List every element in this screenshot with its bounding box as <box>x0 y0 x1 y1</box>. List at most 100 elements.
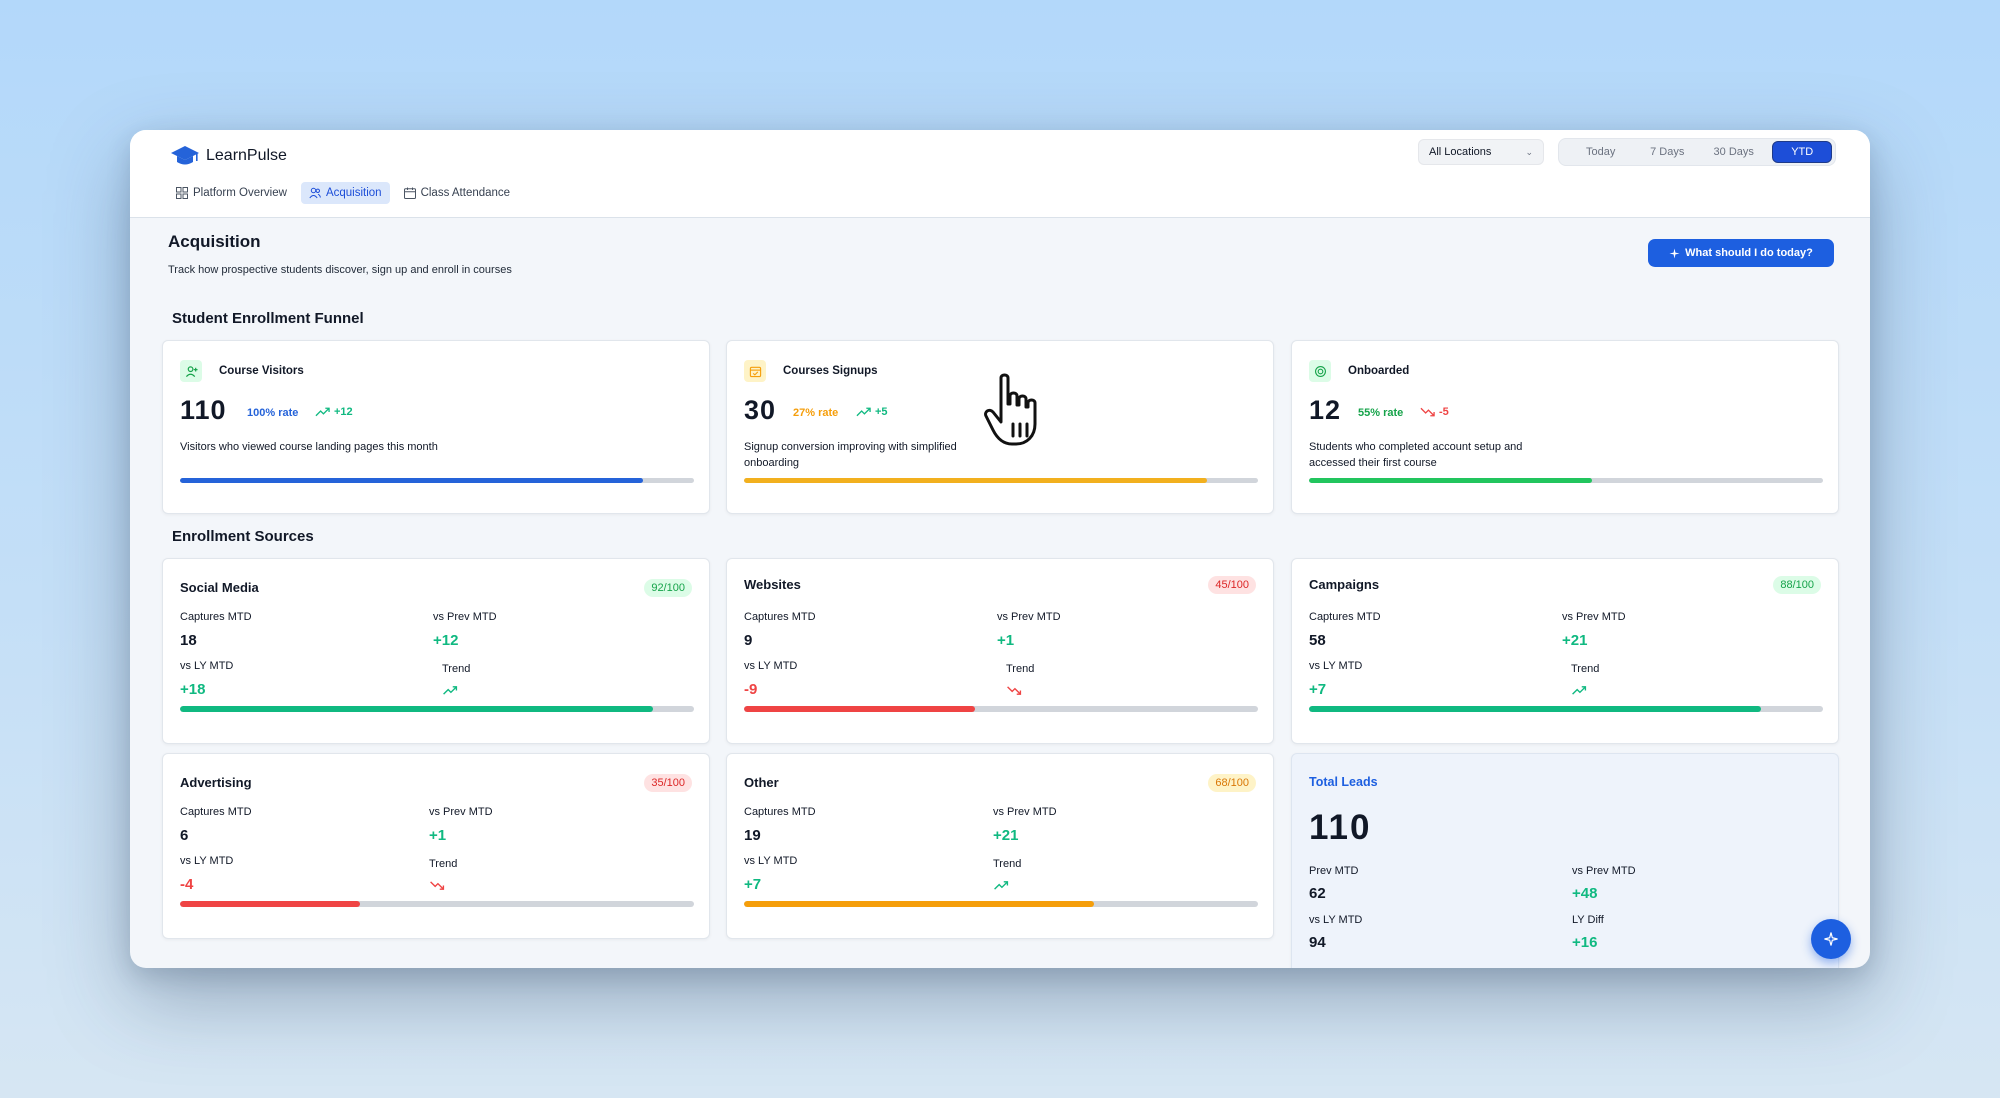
captures-value: 19 <box>744 827 761 844</box>
page-subtitle: Track how prospective students discover,… <box>168 264 512 276</box>
tab-acquisition[interactable]: Acquisition <box>300 182 390 204</box>
users-icon <box>309 187 321 199</box>
range-30-days[interactable]: 30 Days <box>1713 146 1754 158</box>
vs-ly-mtd-label: vs LY MTD <box>744 855 798 867</box>
location-value: All Locations <box>1429 146 1492 158</box>
vs-prev-mtd-value: +1 <box>997 632 1015 649</box>
trend-down-icon <box>1420 407 1435 417</box>
source-card-campaigns[interactable]: Campaigns 88/100 Captures MTD 58 vs Prev MTD… <box>1291 558 1839 744</box>
trend-label: Trend <box>429 858 458 870</box>
conversion-rate: 55% rate <box>1358 407 1404 419</box>
app-window: LearnPulse Platform Overview Acquisition… <box>130 130 1870 968</box>
ly-diff-value: +16 <box>1572 934 1598 951</box>
delta: -5 <box>1420 406 1449 418</box>
source-name: Advertising <box>180 775 252 790</box>
captures-label: Captures MTD <box>1309 611 1381 623</box>
captures-value: 18 <box>180 632 197 649</box>
trend-up-icon <box>1572 686 1587 695</box>
icon-box <box>1309 360 1331 382</box>
ask-assistant-label: What should I do today? <box>1685 247 1813 259</box>
vs-ly-mtd-value: +18 <box>180 681 206 698</box>
calendar-check-icon <box>749 366 761 377</box>
funnel-card-onboarded[interactable]: Onboarded 12 55% rate -5 Students who co… <box>1291 340 1839 514</box>
app-logo[interactable]: LearnPulse <box>170 140 287 172</box>
vs-ly-mtd-label: vs LY MTD <box>1309 914 1363 926</box>
trend-up-icon <box>856 407 871 417</box>
chevron-down-icon: ⌄ <box>1525 146 1533 157</box>
range-ytd[interactable]: YTD <box>1772 141 1832 163</box>
progress-fill <box>180 706 653 712</box>
source-card-websites[interactable]: Websites 45/100 Captures MTD 9 vs Prev MTD +1… <box>726 558 1274 744</box>
source-name: Social Media <box>180 580 259 595</box>
vs-prev-mtd-value: +21 <box>1562 632 1588 649</box>
progress-bar <box>180 706 694 712</box>
progress-bar <box>1309 478 1823 483</box>
vs-ly-mtd-label: vs LY MTD <box>1309 660 1363 672</box>
vs-prev-mtd-value: +1 <box>429 827 447 844</box>
vs-ly-mtd-label: vs LY MTD <box>744 660 798 672</box>
prev-mtd-value: 62 <box>1309 885 1326 902</box>
vs-ly-mtd-label: vs LY MTD <box>180 855 234 867</box>
trend-down-icon <box>430 881 445 890</box>
card-title: Onboarded <box>1348 365 1410 377</box>
range-today[interactable]: Today <box>1586 146 1616 158</box>
delta: +5 <box>856 406 888 418</box>
date-range-selector: Today 7 Days 30 Days YTD <box>1558 138 1836 166</box>
total-leads-value: 110 <box>1309 808 1372 847</box>
vs-prev-mtd-label: vs Prev MTD <box>1562 611 1626 623</box>
source-name: Websites <box>744 577 801 592</box>
trend-up-icon <box>994 881 1009 890</box>
card-title: Courses Signups <box>783 365 878 377</box>
captures-value: 6 <box>180 827 189 844</box>
progress-fill <box>744 901 1094 907</box>
score-badge: 35/100 <box>644 774 692 792</box>
progress-fill <box>180 478 643 483</box>
tab-label: Platform Overview <box>193 187 287 199</box>
trend-up-icon <box>315 407 330 417</box>
progress-bar <box>1309 706 1823 712</box>
tab-platform-overview[interactable]: Platform Overview <box>168 182 295 204</box>
prev-mtd-label: Prev MTD <box>1309 865 1359 877</box>
conversion-rate: 100% rate <box>247 407 299 419</box>
tab-class-attendance[interactable]: Class Attendance <box>396 182 519 204</box>
delta-value: -5 <box>1439 406 1449 418</box>
trend-label: Trend <box>1571 663 1600 675</box>
target-icon <box>1314 365 1326 377</box>
score-badge: 45/100 <box>1208 576 1256 594</box>
funnel-section-title: Student Enrollment Funnel <box>172 310 364 327</box>
trend-label: Trend <box>993 858 1022 870</box>
card-description: Signup conversion improving with simplif… <box>744 441 957 469</box>
captures-label: Captures MTD <box>744 806 816 818</box>
sources-section-title: Enrollment Sources <box>172 528 314 545</box>
progress-fill <box>180 901 360 907</box>
vs-ly-mtd-value: +7 <box>1309 681 1327 698</box>
ask-assistant-button[interactable]: What should I do today? <box>1648 239 1834 267</box>
assistant-fab-button[interactable] <box>1811 919 1851 959</box>
location-select[interactable]: All Locations ⌄ <box>1418 139 1544 165</box>
vs-ly-mtd-label: vs LY MTD <box>180 660 234 672</box>
main-content: Acquisition Track how prospective studen… <box>130 219 1870 968</box>
captures-label: Captures MTD <box>180 611 252 623</box>
card-description: Students who completed account setup and… <box>1309 441 1523 469</box>
vs-prev-mtd-label: vs Prev MTD <box>1572 865 1636 877</box>
captures-label: Captures MTD <box>744 611 816 623</box>
progress-bar <box>744 901 1258 907</box>
source-card-advertising[interactable]: Advertising 35/100 Captures MTD 6 vs Prev MT… <box>162 753 710 939</box>
sparkle-icon <box>1669 247 1680 259</box>
delta: +12 <box>315 406 353 418</box>
progress-fill <box>744 478 1207 483</box>
nav-tabs: Platform Overview Acquisition Class Atte… <box>168 182 524 204</box>
range-7-days[interactable]: 7 Days <box>1650 146 1685 158</box>
captures-value: 9 <box>744 632 753 649</box>
progress-fill <box>744 706 976 712</box>
total-leads-card: Total Leads 110 Prev MTD 62 vs Prev MTD … <box>1291 753 1839 968</box>
source-card-social-media[interactable]: Social Media 92/100 Captures MTD 18 vs Prev … <box>162 558 710 744</box>
funnel-card-course-visitors[interactable]: Course Visitors 110 100% rate +12 Visito… <box>162 340 710 514</box>
vs-prev-mtd-label: vs Prev MTD <box>997 611 1061 623</box>
vs-ly-mtd-value: -9 <box>744 681 758 698</box>
source-card-other[interactable]: Other 68/100 Captures MTD 19 vs Prev MTD +21 v… <box>726 753 1274 939</box>
vs-prev-mtd-label: vs Prev MTD <box>429 806 493 818</box>
card-description: Visitors who viewed course landing pages… <box>180 441 438 453</box>
source-name: Campaigns <box>1309 577 1380 592</box>
calendar-icon <box>403 187 416 199</box>
